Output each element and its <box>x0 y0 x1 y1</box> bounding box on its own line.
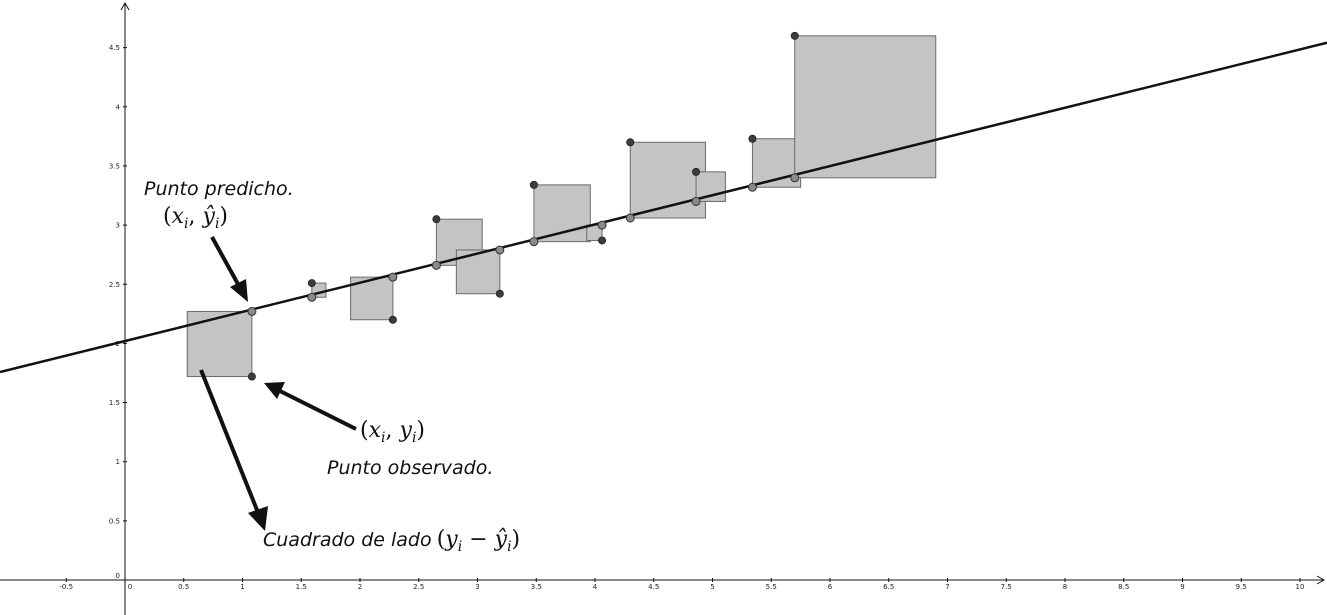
x-tick-label: 3 <box>475 583 479 591</box>
x-tick-label: 0 <box>128 583 132 591</box>
y-tick-label: 3.5 <box>109 162 120 170</box>
observed-point <box>692 167 701 176</box>
predicted-point <box>790 173 800 183</box>
arrowhead-predicted <box>230 279 248 302</box>
x-tick-label: 9 <box>1180 583 1184 591</box>
residual-squares <box>186 35 937 378</box>
predicted-point <box>247 306 257 316</box>
annotation-arrows <box>199 236 357 531</box>
observed-point <box>748 134 757 143</box>
observed-point <box>388 315 397 324</box>
x-tick-label: 9.5 <box>1236 583 1247 591</box>
y-tick-label: 1.5 <box>109 399 120 407</box>
observed-point <box>495 289 504 298</box>
residual-square <box>794 35 937 179</box>
predicted-point <box>747 182 757 192</box>
predicted-point <box>529 237 539 247</box>
y-tick-label: 1 <box>116 458 120 466</box>
observed-point <box>432 215 441 224</box>
x-tick-label: 0.5 <box>178 583 189 591</box>
x-tick-label: 7 <box>945 583 949 591</box>
x-tick-label: 10 <box>1296 583 1305 591</box>
residual-square <box>186 310 253 378</box>
x-tick-label: 8.5 <box>1118 583 1129 591</box>
predicted-point-label: Punto predicho. <box>144 178 294 200</box>
observed-point <box>529 180 538 189</box>
predicted-point <box>597 220 607 230</box>
x-tick-label: 4.5 <box>648 583 659 591</box>
square-label: Cuadrado de lado (yi − ŷi) <box>263 527 521 555</box>
observed-point-math: (xi, yi) <box>360 418 426 446</box>
regression-line-group <box>0 41 1327 374</box>
y-axis-arrow <box>120 1 130 11</box>
observed-point <box>598 236 607 245</box>
observed-point <box>626 138 635 147</box>
arrowhead-observed <box>264 382 285 399</box>
y-tick-label: 2.5 <box>109 281 120 289</box>
predicted-point <box>307 292 317 302</box>
predicted-point <box>431 260 441 270</box>
x-tick-label: 5 <box>710 583 714 591</box>
x-axis-arrow <box>1316 575 1326 585</box>
x-tick-label: 2 <box>358 583 362 591</box>
observed-point <box>247 372 256 381</box>
predicted-point-math: (xi, ŷi) <box>163 204 229 232</box>
y-tick-label: 0 <box>116 572 120 580</box>
x-tick-label: -0.5 <box>59 583 73 591</box>
observed-point <box>790 31 799 40</box>
arrow-to-square <box>199 369 261 516</box>
arrowhead-square <box>248 506 268 531</box>
predicted-point <box>388 272 398 282</box>
predicted-point <box>495 245 505 255</box>
x-tick-label: 1.5 <box>296 583 307 591</box>
x-tick-label: 4 <box>593 583 598 591</box>
observed-point <box>307 279 316 288</box>
x-tick-label: 5.5 <box>766 583 777 591</box>
y-tick-label: 3 <box>116 222 120 230</box>
y-tick-label: 0.5 <box>109 517 120 525</box>
x-tick-label: 3.5 <box>531 583 542 591</box>
arrow-to-observed-point <box>279 389 357 431</box>
x-tick-label: 1 <box>240 583 244 591</box>
x-tick-label: 8 <box>1063 583 1067 591</box>
regression-line <box>0 41 1327 374</box>
x-tick-label: 2.5 <box>413 583 424 591</box>
x-tick-label: 7.5 <box>1001 583 1012 591</box>
y-tick-label: 4.5 <box>109 44 120 52</box>
x-tick-label: 6 <box>828 583 833 591</box>
observed-point-label: Punto observado. <box>327 457 494 479</box>
data-points <box>247 31 800 381</box>
predicted-point <box>691 196 701 206</box>
y-tick-label: 4 <box>116 103 121 111</box>
predicted-point <box>625 213 635 223</box>
x-tick-label: 6.5 <box>883 583 894 591</box>
